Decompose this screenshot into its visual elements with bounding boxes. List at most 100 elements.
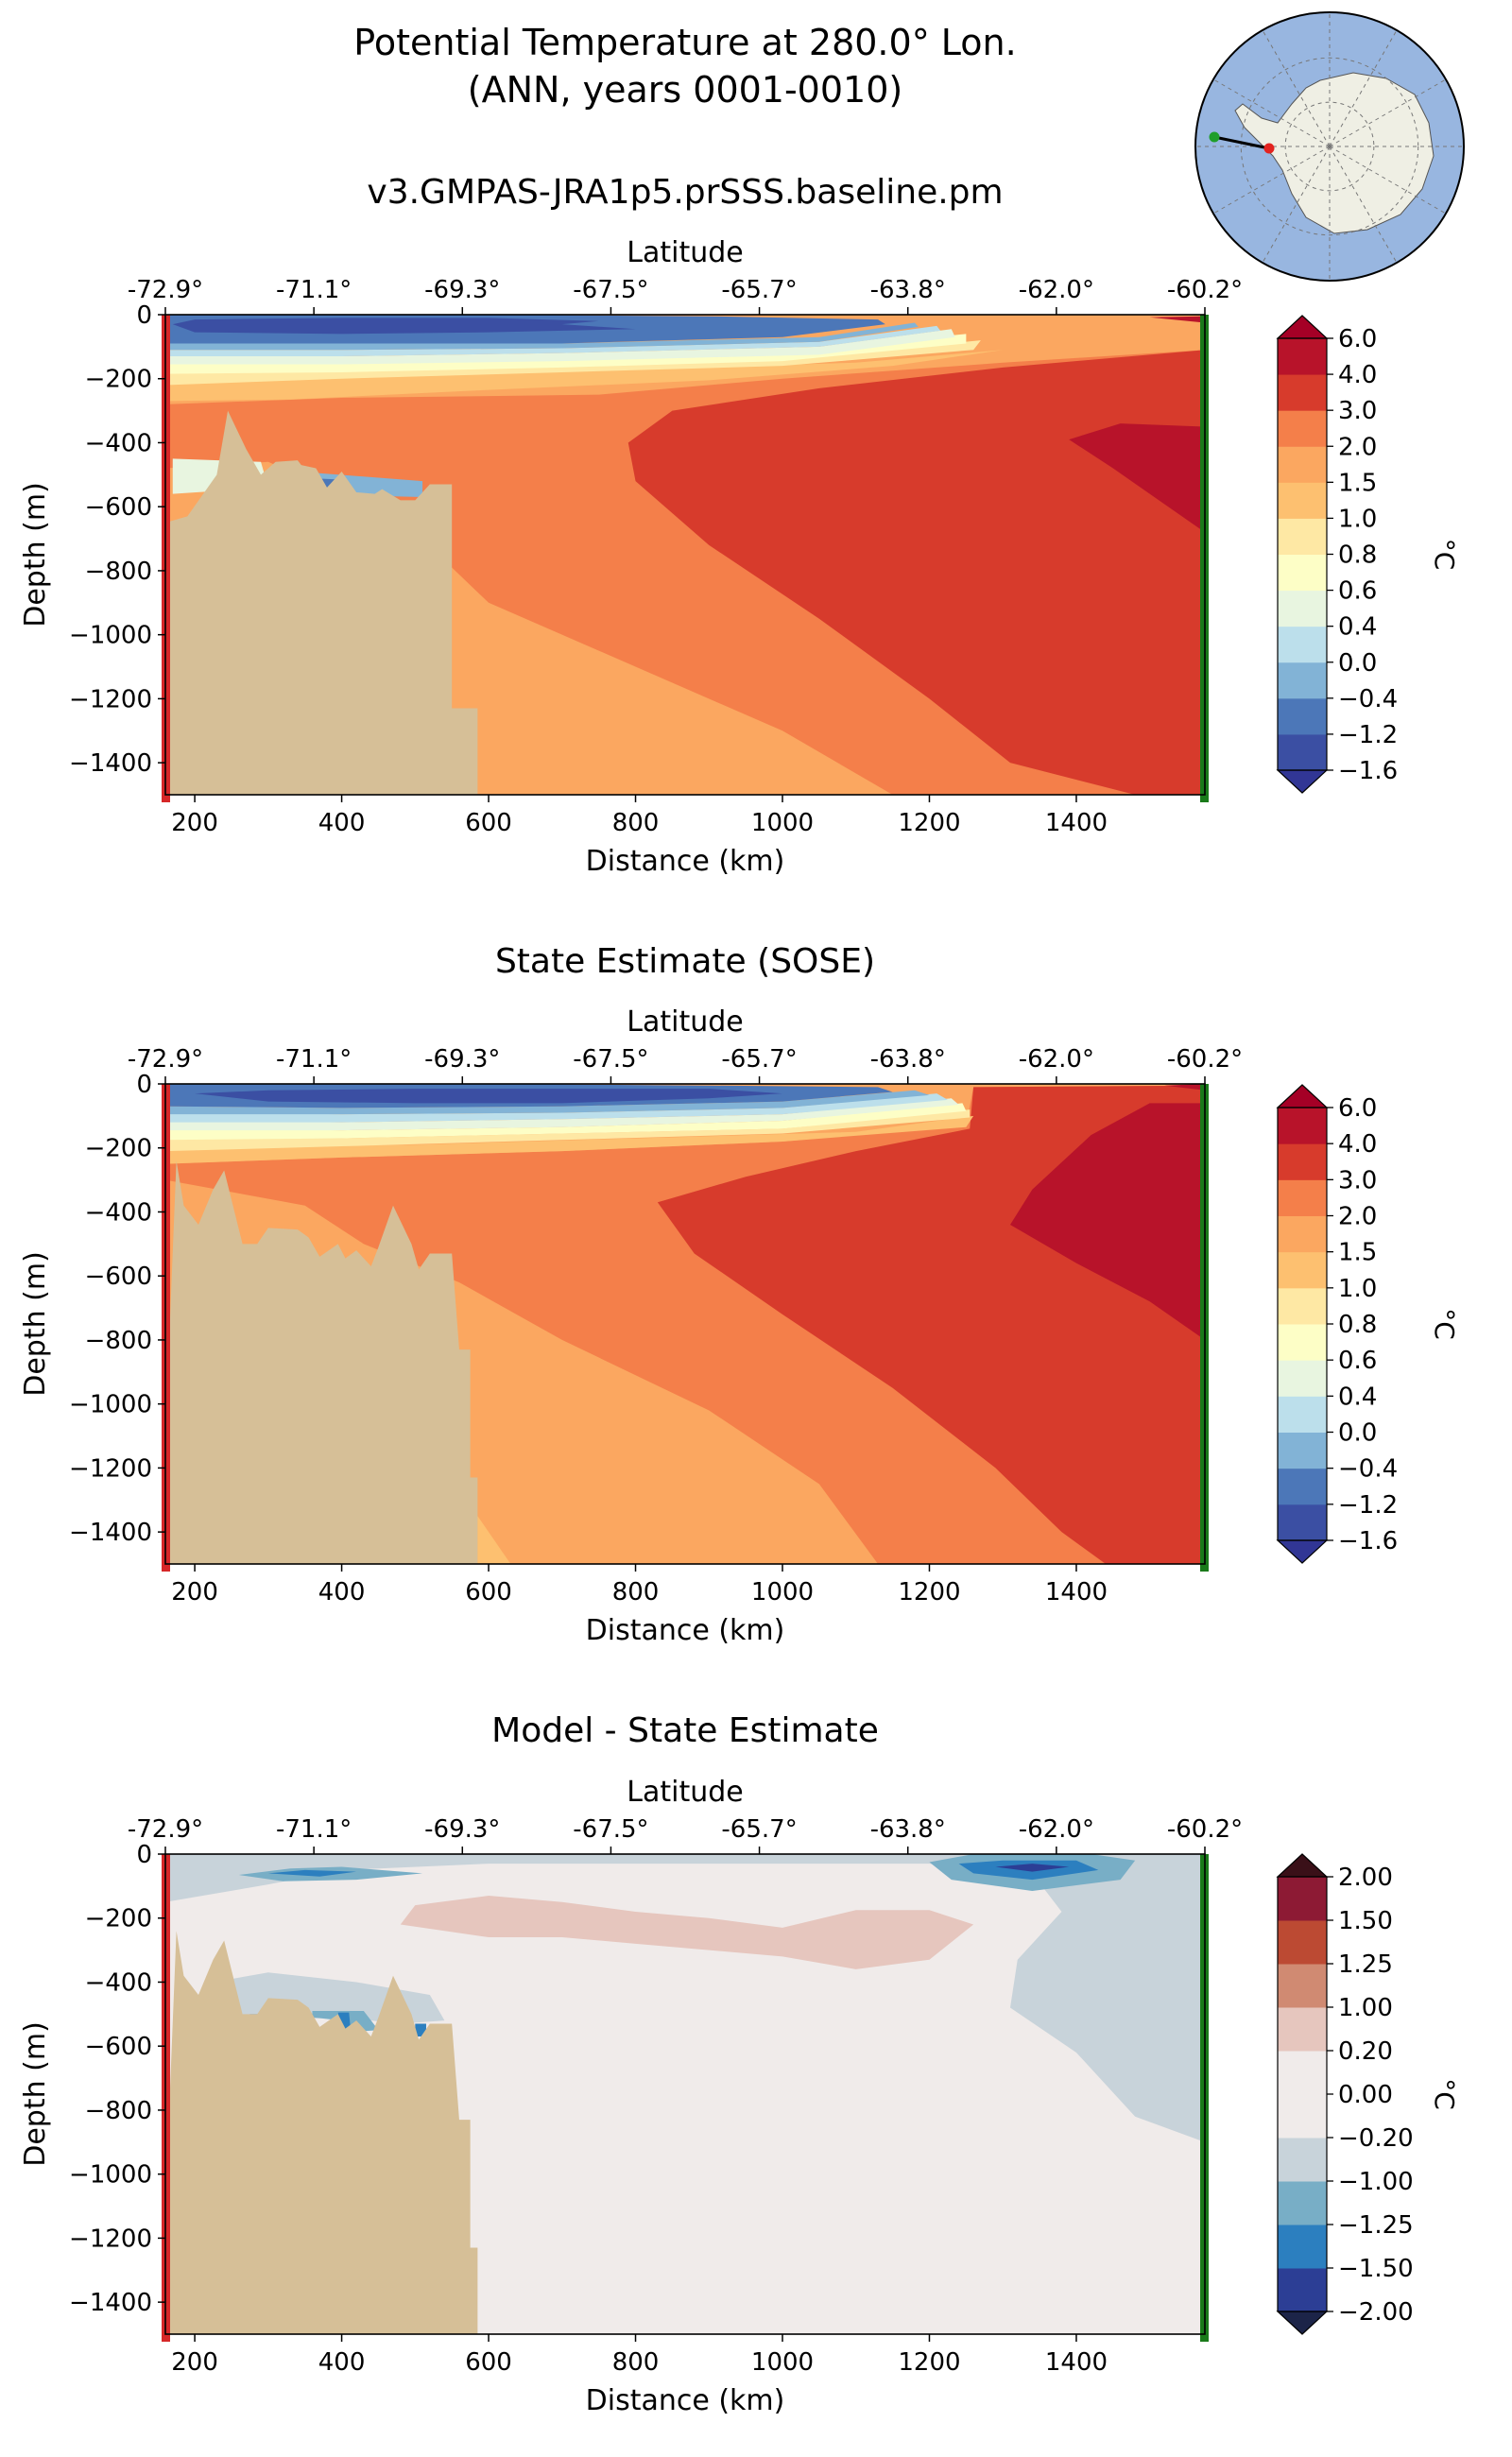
panel-model: v3.GMPAS-JRA1p5.prSSS.baseline.pm 200 400 6… [19,173,1460,878]
colorbar-segment [1278,1396,1327,1433]
contour-region [195,1089,783,1104]
colorbar: −1.6 −1.2 −0.4 0.0 0.4 0.6 0.8 1.0 1.5 2.0 3.0 4.0 6… [1276,1084,1460,1564]
contour-field [165,1854,1205,2334]
latitude-tick-label: -72.9° [128,1045,203,1074]
contour-field [165,1084,1205,1564]
latitude-tick-label: -65.7° [721,1045,797,1074]
contour-region [165,1115,974,1164]
colorbar-label: °C [1429,2078,1460,2110]
colorbar-tick-label: −1.6 [1338,757,1398,785]
y-tick-label: −400 [85,1968,152,1997]
latitude-tick-label: -69.3° [424,1045,500,1074]
latitude-tick-label: -69.3° [424,276,500,304]
colorbar-segment [1278,2094,1327,2139]
panel-title: State Estimate (SOSE) [495,942,875,981]
x-axis-label: Distance (km) [586,2384,785,2417]
colorbar-tick-label: 6.0 [1338,1094,1377,1123]
y-tick-label: −800 [85,2097,152,2125]
map-latitude-circle [1284,101,1375,192]
colorbar-extend-low [1276,2311,1329,2335]
contour-region [1149,316,1205,323]
colorbar-segment [1278,590,1327,627]
y-tick-label: −800 [85,558,152,586]
colorbar-segment [1278,2268,1327,2312]
y-tick-label: 0 [136,1071,152,1099]
contour-region [1164,1084,1205,1091]
latitude-tick-label: -60.2° [1167,276,1243,304]
latitude-tick-label: -67.5° [573,276,648,304]
colorbar-segment [1278,1360,1327,1397]
y-tick-label: −600 [85,2033,152,2061]
colorbar-tick-label: 1.0 [1338,1275,1377,1303]
colorbar-extend-high [1276,315,1329,339]
colorbar-tick-label: 1.5 [1338,469,1377,497]
colorbar-tick-label: −1.2 [1338,1491,1398,1520]
inset-map [1194,11,1465,282]
colorbar-segment [1278,1108,1327,1144]
latitude-tick-label: -69.3° [424,1815,500,1844]
contour-region [165,1093,948,1123]
latitude-tick-label: -62.0° [1019,1045,1094,1074]
contour-region [165,322,919,351]
latitude-tick-label: -60.2° [1167,1815,1243,1844]
latitude-tick-label: -63.8° [870,1045,946,1074]
colorbar-tick-label: 1.5 [1338,1239,1377,1267]
contour-region [172,318,636,335]
latitude-axis-label: Latitude [627,236,743,269]
y-tick-label: −200 [85,1135,152,1163]
colorbar-tick-label: −0.4 [1338,685,1398,713]
colorbar-tick-label: −1.6 [1338,1527,1398,1555]
latitude-tick-label: -62.0° [1019,276,1094,304]
colorbar-segment [1278,1920,1327,1965]
x-tick-label: 800 [612,2348,660,2377]
colorbar-segment [1278,2181,1327,2225]
colorbar-tick-label: 1.0 [1338,505,1377,533]
latitude-axis-label: Latitude [627,1005,743,1039]
section-end-marker [1263,143,1275,154]
colorbar-tick-label: 0.20 [1338,2037,1393,2066]
x-tick-label: 1000 [751,809,814,837]
colorbar-extend-high [1276,1853,1329,1878]
x-tick-label: 800 [612,809,660,837]
latitude-tick-label: -72.9° [128,276,203,304]
latitude-axis-label: Latitude [627,1776,743,1809]
colorbar-tick-label: 0.00 [1338,2081,1393,2109]
x-tick-label: 400 [318,1578,366,1606]
latitude-tick-label: -63.8° [870,276,946,304]
colorbar-tick-label: −1.50 [1338,2255,1414,2283]
latitude-tick-label: -71.1° [276,1045,352,1074]
colorbar-tick-label: −1.2 [1338,721,1398,749]
y-axis-label: Depth (m) [19,1251,52,1397]
colorbar-tick-label: 0.0 [1338,649,1377,678]
y-tick-label: −1000 [69,2161,152,2190]
y-tick-label: −200 [85,1905,152,1933]
contour-region [165,350,1004,402]
x-tick-label: 1200 [898,809,960,837]
contour-region [165,1098,959,1131]
contour-region [165,340,981,386]
x-tick-label: 200 [171,809,218,837]
colorbar-segment [1278,1251,1327,1289]
y-tick-label: −1400 [69,749,152,778]
colorbar-tick-label: 6.0 [1338,325,1377,353]
latitude-tick-label: -72.9° [128,1815,203,1844]
colorbar-segment [1278,1468,1327,1505]
y-tick-label: −1200 [69,2225,152,2253]
colorbar-segment [1278,1179,1327,1216]
latitude-tick-label: -71.1° [276,276,352,304]
x-tick-label: 1400 [1045,809,1108,837]
colorbar-segment [1278,626,1327,663]
contour-region [477,1516,511,1564]
colorbar-label: °C [1429,539,1460,571]
colorbar-segment [1278,482,1327,519]
x-tick-label: 1400 [1045,2348,1108,2377]
colorbar-segment [1278,1215,1327,1253]
y-tick-label: −600 [85,493,152,522]
x-tick-label: 1000 [751,2348,814,2377]
latitude-tick-label: -67.5° [573,1045,648,1074]
colorbar-tick-label: 1.00 [1338,1994,1393,2022]
x-tick-label: 1400 [1045,1578,1108,1606]
contour-region [165,1109,971,1152]
x-tick-label: 400 [318,809,366,837]
colorbar-segment [1278,338,1327,375]
